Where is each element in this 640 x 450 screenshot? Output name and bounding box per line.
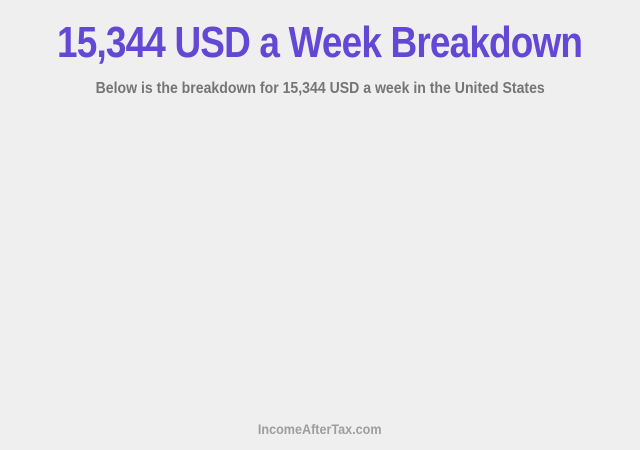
page-subtitle: Below is the breakdown for 15,344 USD a … [0,80,640,98]
site-watermark: IncomeAfterTax.com [0,421,640,437]
page-subtitle-text: Below is the breakdown for 15,344 USD a … [95,80,545,97]
page-title-text: 15,344 USD a Week Breakdown [57,18,583,67]
empty-chart-area [0,115,640,400]
page-title: 15,344 USD a Week Breakdown [0,0,640,65]
site-watermark-text: IncomeAfterTax.com [258,420,382,437]
